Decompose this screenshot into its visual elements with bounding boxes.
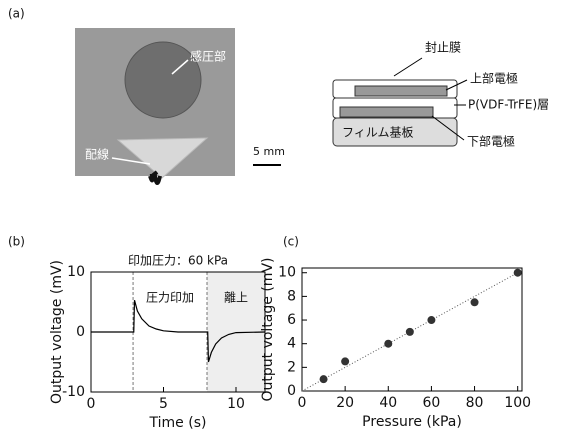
x-tick-label: 20 bbox=[336, 395, 354, 411]
x-tick-label: 0 bbox=[298, 395, 307, 411]
panel-label: (b) bbox=[8, 235, 25, 249]
x-tick-label: 100 bbox=[504, 395, 531, 411]
panel-label: (c) bbox=[283, 235, 299, 249]
mesh bbox=[116, 137, 209, 179]
y-tick-label: 4 bbox=[287, 336, 296, 352]
x-axis-label: Time (s) bbox=[149, 415, 207, 431]
y-tick-label: 10 bbox=[278, 265, 296, 281]
signal-line bbox=[91, 300, 266, 363]
data-point bbox=[470, 298, 479, 307]
y-tick-label: 10 bbox=[67, 264, 85, 280]
arrow bbox=[431, 115, 465, 141]
bottom-electrode bbox=[339, 106, 434, 118]
x-tick-label: 0 bbox=[87, 396, 96, 412]
annotation: 離上 bbox=[224, 291, 248, 305]
substrate bbox=[332, 117, 458, 147]
data-point bbox=[384, 339, 393, 348]
data-point bbox=[427, 316, 436, 325]
x-tick-label: 60 bbox=[422, 395, 440, 411]
x-axis-label: Pressure (kPa) bbox=[362, 414, 462, 430]
data-point bbox=[319, 375, 328, 384]
annotation: 圧力印加 bbox=[146, 291, 194, 305]
data-point bbox=[341, 357, 350, 366]
data-point bbox=[405, 327, 414, 336]
wire bbox=[150, 170, 159, 178]
x-tick-label: 40 bbox=[379, 395, 397, 411]
photo-label: 感圧部 bbox=[190, 49, 226, 64]
photo-label: 配線 bbox=[85, 147, 109, 162]
y-axis-label: Output voltage (mV) bbox=[49, 260, 65, 404]
arrow bbox=[111, 157, 151, 165]
diagram-label: 封止膜 bbox=[425, 41, 461, 55]
scale-label: 5 mm bbox=[253, 145, 285, 158]
x-tick-label: 5 bbox=[159, 396, 168, 412]
y-tick-label: -10 bbox=[62, 384, 85, 400]
y-axis-label: Output voltage (mV) bbox=[260, 258, 276, 402]
data-point bbox=[513, 268, 522, 277]
x-tick-label: 10 bbox=[227, 396, 245, 412]
diagram-label: 上部電極 bbox=[470, 71, 518, 86]
chart-title: 印加圧力：60 kPa bbox=[128, 254, 228, 268]
arrow bbox=[445, 79, 468, 91]
sensor-area bbox=[124, 41, 202, 119]
y-tick-label: 2 bbox=[287, 359, 296, 375]
panel-label: (a) bbox=[8, 7, 25, 21]
arrow bbox=[393, 57, 423, 77]
diagram-label: P(VDF-TrFE)層 bbox=[468, 98, 549, 112]
diagram-label: 下部電極 bbox=[467, 134, 515, 149]
y-tick-label: 0 bbox=[287, 383, 296, 399]
top-electrode bbox=[354, 85, 448, 97]
diagram-label: フィルム基板 bbox=[342, 126, 414, 140]
arrow bbox=[171, 59, 189, 75]
y-tick-label: 0 bbox=[76, 324, 85, 340]
x-tick-label: 80 bbox=[466, 395, 484, 411]
y-tick-label: 6 bbox=[287, 312, 296, 328]
y-tick-label: 8 bbox=[287, 288, 296, 304]
plot-frame bbox=[301, 267, 523, 392]
wire bbox=[148, 174, 162, 185]
